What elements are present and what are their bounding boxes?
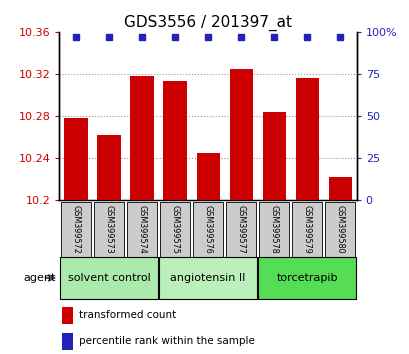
Bar bbox=[94, 202, 124, 257]
Bar bbox=[130, 76, 153, 200]
Bar bbox=[192, 202, 223, 257]
Text: GSM399573: GSM399573 bbox=[104, 205, 113, 253]
Bar bbox=[62, 307, 73, 324]
Bar bbox=[62, 333, 73, 350]
Text: GSM399575: GSM399575 bbox=[170, 205, 179, 254]
Bar bbox=[159, 257, 256, 299]
Bar bbox=[196, 153, 219, 200]
Bar bbox=[60, 257, 157, 299]
Text: transformed count: transformed count bbox=[79, 310, 175, 320]
Bar bbox=[61, 202, 91, 257]
Bar bbox=[64, 118, 87, 200]
Bar bbox=[229, 69, 252, 200]
Text: solvent control: solvent control bbox=[67, 273, 150, 283]
Text: GSM399576: GSM399576 bbox=[203, 205, 212, 253]
Bar bbox=[225, 202, 256, 257]
Text: GSM399572: GSM399572 bbox=[71, 205, 80, 254]
Bar bbox=[291, 202, 321, 257]
Text: angiotensin II: angiotensin II bbox=[170, 273, 245, 283]
Text: agent: agent bbox=[23, 273, 55, 283]
Bar bbox=[295, 78, 318, 200]
Text: GSM399574: GSM399574 bbox=[137, 205, 146, 253]
Text: torcetrapib: torcetrapib bbox=[276, 273, 337, 283]
Bar bbox=[262, 112, 285, 200]
Text: GSM399577: GSM399577 bbox=[236, 205, 245, 254]
Text: percentile rank within the sample: percentile rank within the sample bbox=[79, 336, 254, 346]
Text: GSM399578: GSM399578 bbox=[269, 205, 278, 253]
Bar bbox=[258, 202, 289, 257]
Bar bbox=[258, 257, 355, 299]
Text: GSM399580: GSM399580 bbox=[335, 205, 344, 253]
Title: GDS3556 / 201397_at: GDS3556 / 201397_at bbox=[124, 14, 291, 30]
Bar bbox=[324, 202, 355, 257]
Bar bbox=[97, 135, 120, 200]
Text: GSM399579: GSM399579 bbox=[302, 205, 311, 254]
Bar bbox=[126, 202, 157, 257]
Bar bbox=[163, 81, 186, 200]
Bar bbox=[160, 202, 190, 257]
Bar bbox=[328, 177, 351, 200]
